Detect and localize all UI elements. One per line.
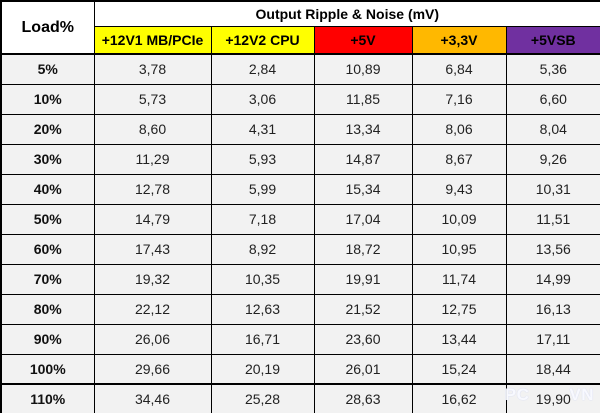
- value-cell: 5,36: [505, 53, 600, 85]
- value-cell: 10,35: [210, 263, 315, 295]
- value-cell: 29,66: [93, 353, 212, 385]
- value-cell: 14,79: [93, 203, 212, 235]
- value-cell: 10,95: [411, 233, 507, 265]
- column-header-3v3: +3,3V: [411, 25, 507, 55]
- load-cell: 40%: [0, 173, 95, 205]
- table-row: 40% 12,78 5,99 15,34 9,43 10,31: [0, 173, 600, 205]
- column-header-5v: +5V: [313, 25, 413, 55]
- load-cell: 20%: [0, 113, 95, 145]
- value-cell: 34,46: [93, 383, 212, 413]
- value-cell: 8,06: [411, 113, 507, 145]
- value-cell: 18,72: [313, 233, 413, 265]
- value-cell: 13,44: [411, 323, 507, 355]
- value-cell: 17,04: [313, 203, 413, 235]
- value-cell: 8,60: [93, 113, 212, 145]
- table-row: 20% 8,60 4,31 13,34 8,06 8,04: [0, 113, 600, 145]
- table-row: 10% 5,73 3,06 11,85 7,16 6,60: [0, 83, 600, 115]
- value-cell: 20,19: [210, 353, 315, 385]
- value-cell: 11,74: [411, 263, 507, 295]
- table-row: 5% 3,78 2,84 10,89 6,84 5,36: [0, 53, 600, 85]
- value-cell: 15,24: [411, 353, 507, 385]
- load-cell: 90%: [0, 323, 95, 355]
- value-cell: 26,06: [93, 323, 212, 355]
- value-cell: 25,28: [210, 383, 315, 413]
- table-row: 70% 19,32 10,35 19,91 11,74 14,99: [0, 263, 600, 295]
- column-header-12v2: +12V2 CPU: [210, 25, 315, 55]
- value-cell: 21,52: [313, 293, 413, 325]
- value-cell: 8,92: [210, 233, 315, 265]
- load-cell: 30%: [0, 143, 95, 175]
- value-cell: 16,71: [210, 323, 315, 355]
- value-cell: 17,11: [505, 323, 600, 355]
- value-cell: 5,99: [210, 173, 315, 205]
- value-cell: 3,78: [93, 53, 212, 85]
- table-row: 90% 26,06 16,71 23,60 13,44 17,11: [0, 323, 600, 355]
- value-cell: 13,34: [313, 113, 413, 145]
- load-cell: 80%: [0, 293, 95, 325]
- value-cell: 8,04: [505, 113, 600, 145]
- value-cell: 10,89: [313, 53, 413, 85]
- value-cell: 22,12: [93, 293, 212, 325]
- load-cell: 100%: [0, 353, 95, 385]
- value-cell: 7,16: [411, 83, 507, 115]
- value-cell: 14,99: [505, 263, 600, 295]
- load-cell: 60%: [0, 233, 95, 265]
- value-cell: 6,84: [411, 53, 507, 85]
- value-cell: 7,18: [210, 203, 315, 235]
- table-row: 30% 11,29 5,93 14,87 8,67 9,26: [0, 143, 600, 175]
- value-cell: 11,85: [313, 83, 413, 115]
- load-cell: 110%: [0, 383, 95, 413]
- value-cell: 10,31: [505, 173, 600, 205]
- table-row: 80% 22,12 12,63 21,52 12,75 16,13: [0, 293, 600, 325]
- value-cell: 19,90: [505, 383, 600, 413]
- table-row: 50% 14,79 7,18 17,04 10,09 11,51: [0, 203, 600, 235]
- table-title: Output Ripple & Noise (mV): [93, 0, 600, 27]
- column-header-12v1: +12V1 MB/PCIe: [93, 25, 212, 55]
- load-cell: 70%: [0, 263, 95, 295]
- value-cell: 16,13: [505, 293, 600, 325]
- table-body: 5% 3,78 2,84 10,89 6,84 5,36 10% 5,73 3,06 11,85 7…: [0, 53, 600, 413]
- value-cell: 16,62: [411, 383, 507, 413]
- table-row: 60% 17,43 8,92 18,72 10,95 13,56: [0, 233, 600, 265]
- value-cell: 5,73: [93, 83, 212, 115]
- value-cell: 19,91: [313, 263, 413, 295]
- header-title-row: Load% Output Ripple & Noise (mV): [0, 0, 600, 55]
- value-cell: 12,75: [411, 293, 507, 325]
- load-percent-header: Load%: [0, 0, 95, 55]
- value-cell: 26,01: [313, 353, 413, 385]
- column-header-5vsb: +5VSB: [505, 25, 600, 55]
- value-cell: 19,32: [93, 263, 212, 295]
- load-cell: 5%: [0, 53, 95, 85]
- value-cell: 8,67: [411, 143, 507, 175]
- table-row: 110% 34,46 25,28 28,63 16,62 19,90: [0, 383, 600, 413]
- value-cell: 9,26: [505, 143, 600, 175]
- value-cell: 14,87: [313, 143, 413, 175]
- value-cell: 12,78: [93, 173, 212, 205]
- value-cell: 5,93: [210, 143, 315, 175]
- value-cell: 10,09: [411, 203, 507, 235]
- value-cell: 17,43: [93, 233, 212, 265]
- table-row: 100% 29,66 20,19 26,01 15,24 18,44: [0, 353, 600, 385]
- value-cell: 9,43: [411, 173, 507, 205]
- value-cell: 12,63: [210, 293, 315, 325]
- value-cell: 23,60: [313, 323, 413, 355]
- value-cell: 6,60: [505, 83, 600, 115]
- value-cell: 3,06: [210, 83, 315, 115]
- load-cell: 50%: [0, 203, 95, 235]
- value-cell: 18,44: [505, 353, 600, 385]
- value-cell: 28,63: [313, 383, 413, 413]
- value-cell: 4,31: [210, 113, 315, 145]
- value-cell: 15,34: [313, 173, 413, 205]
- value-cell: 13,56: [505, 233, 600, 265]
- value-cell: 11,51: [505, 203, 600, 235]
- load-cell: 10%: [0, 83, 95, 115]
- value-cell: 2,84: [210, 53, 315, 85]
- header-columns-row: +12V1 MB/PCIe +12V2 CPU +5V +3,3V +5VSB: [1, 25, 600, 55]
- value-cell: 11,29: [93, 143, 212, 175]
